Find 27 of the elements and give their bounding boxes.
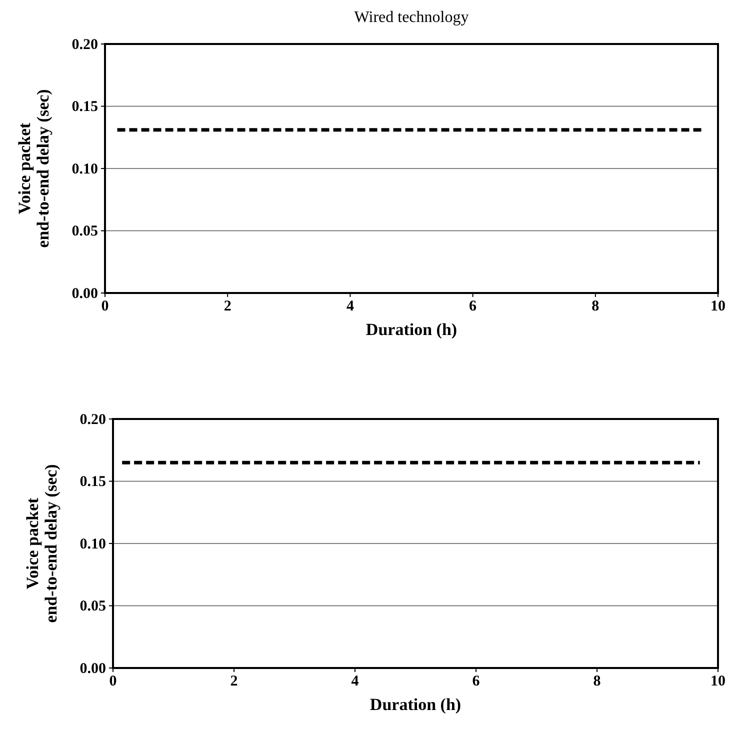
x-tick-label: 8 <box>593 674 601 690</box>
x-tick-label: 4 <box>346 298 354 315</box>
x-tick-label: 0 <box>109 674 117 690</box>
chart-title: Wired technology <box>354 9 469 26</box>
y-tick-label: 0.20 <box>72 36 98 53</box>
x-axis-title: Duration (h) <box>370 695 462 714</box>
y-tick-label: 0.10 <box>72 161 98 178</box>
x-tick-label: 10 <box>710 674 726 690</box>
y-tick-label: 0.05 <box>72 224 98 240</box>
y-axis-title: Voice packet end-to-end delay (sec) <box>15 89 53 248</box>
y-tick-label: 0.05 <box>80 598 106 615</box>
x-tick-label: 10 <box>710 298 726 315</box>
x-axis-title: Duration (h) <box>366 320 458 339</box>
x-tick-label: 2 <box>224 298 232 315</box>
x-tick-label: 0 <box>101 298 109 315</box>
y-tick-label: 0.00 <box>80 660 106 677</box>
y-tick-label: 0.10 <box>80 536 106 552</box>
x-tick-label: 4 <box>351 674 360 690</box>
y-tick-label: 0.00 <box>72 286 98 302</box>
x-tick-label: 8 <box>592 298 600 315</box>
y-axis-title: Voice packet end-to-end delay (sec) <box>23 464 61 623</box>
y-tick-label: 0.15 <box>72 99 98 116</box>
x-tick-label: 2 <box>230 674 238 690</box>
x-tick-label: 6 <box>469 298 478 315</box>
x-tick-label: 6 <box>472 674 480 690</box>
y-tick-label: 0.15 <box>80 474 106 490</box>
y-tick-label: 0.20 <box>80 412 106 428</box>
